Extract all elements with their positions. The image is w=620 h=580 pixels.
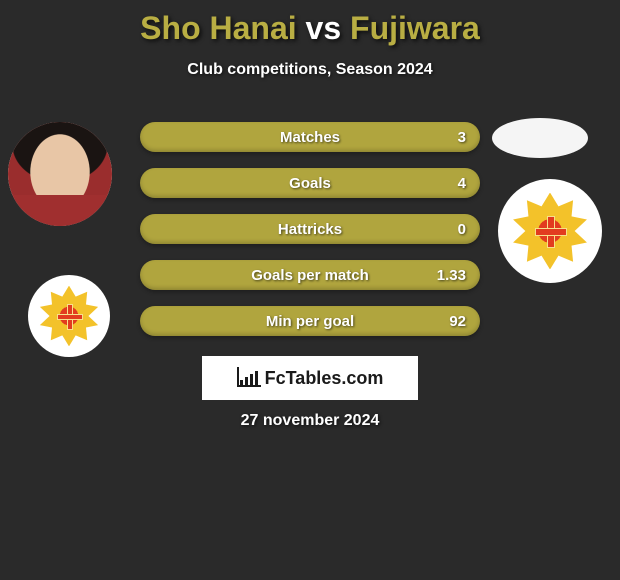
club-badge-star-icon (512, 193, 589, 270)
stat-label: Goals per match (251, 267, 369, 284)
stat-row: Min per goal 92 (140, 306, 480, 336)
player1-photo (8, 122, 112, 226)
club-badge-star-icon (39, 286, 100, 347)
stat-label: Goals (289, 175, 331, 192)
stat-value: 92 (449, 313, 466, 330)
stat-label: Hattricks (278, 221, 342, 238)
player1-club-badge (28, 275, 110, 357)
stat-value: 4 (458, 175, 466, 192)
source-logo: FcTables.com (202, 356, 418, 400)
bar-chart-bars (240, 371, 258, 385)
club-badge-cross-icon (535, 216, 564, 245)
title-vs: vs (306, 10, 342, 46)
stats-list: Matches 3 Goals 4 Hattricks 0 Goals per … (140, 122, 480, 352)
stat-row: Hattricks 0 (140, 214, 480, 244)
title-player2: Fujiwara (350, 10, 480, 46)
source-logo-text: FcTables.com (265, 368, 384, 389)
player2-club-badge (498, 179, 602, 283)
subtitle: Club competitions, Season 2024 (0, 61, 620, 79)
stat-row: Goals per match 1.33 (140, 260, 480, 290)
stat-value: 0 (458, 221, 466, 238)
stat-value: 1.33 (437, 267, 466, 284)
player1-face-graphic (8, 122, 112, 226)
player2-photo-placeholder (492, 118, 588, 158)
stat-label: Matches (280, 129, 340, 146)
title-player1: Sho Hanai (140, 10, 296, 46)
stat-row: Goals 4 (140, 168, 480, 198)
stat-label: Min per goal (266, 313, 354, 330)
club-badge-cross-icon (57, 304, 80, 327)
date-text: 27 november 2024 (0, 412, 620, 430)
stat-value: 3 (458, 129, 466, 146)
page-title: Sho Hanai vs Fujiwara (0, 0, 620, 47)
bar-chart-icon (237, 369, 259, 387)
stat-row: Matches 3 (140, 122, 480, 152)
